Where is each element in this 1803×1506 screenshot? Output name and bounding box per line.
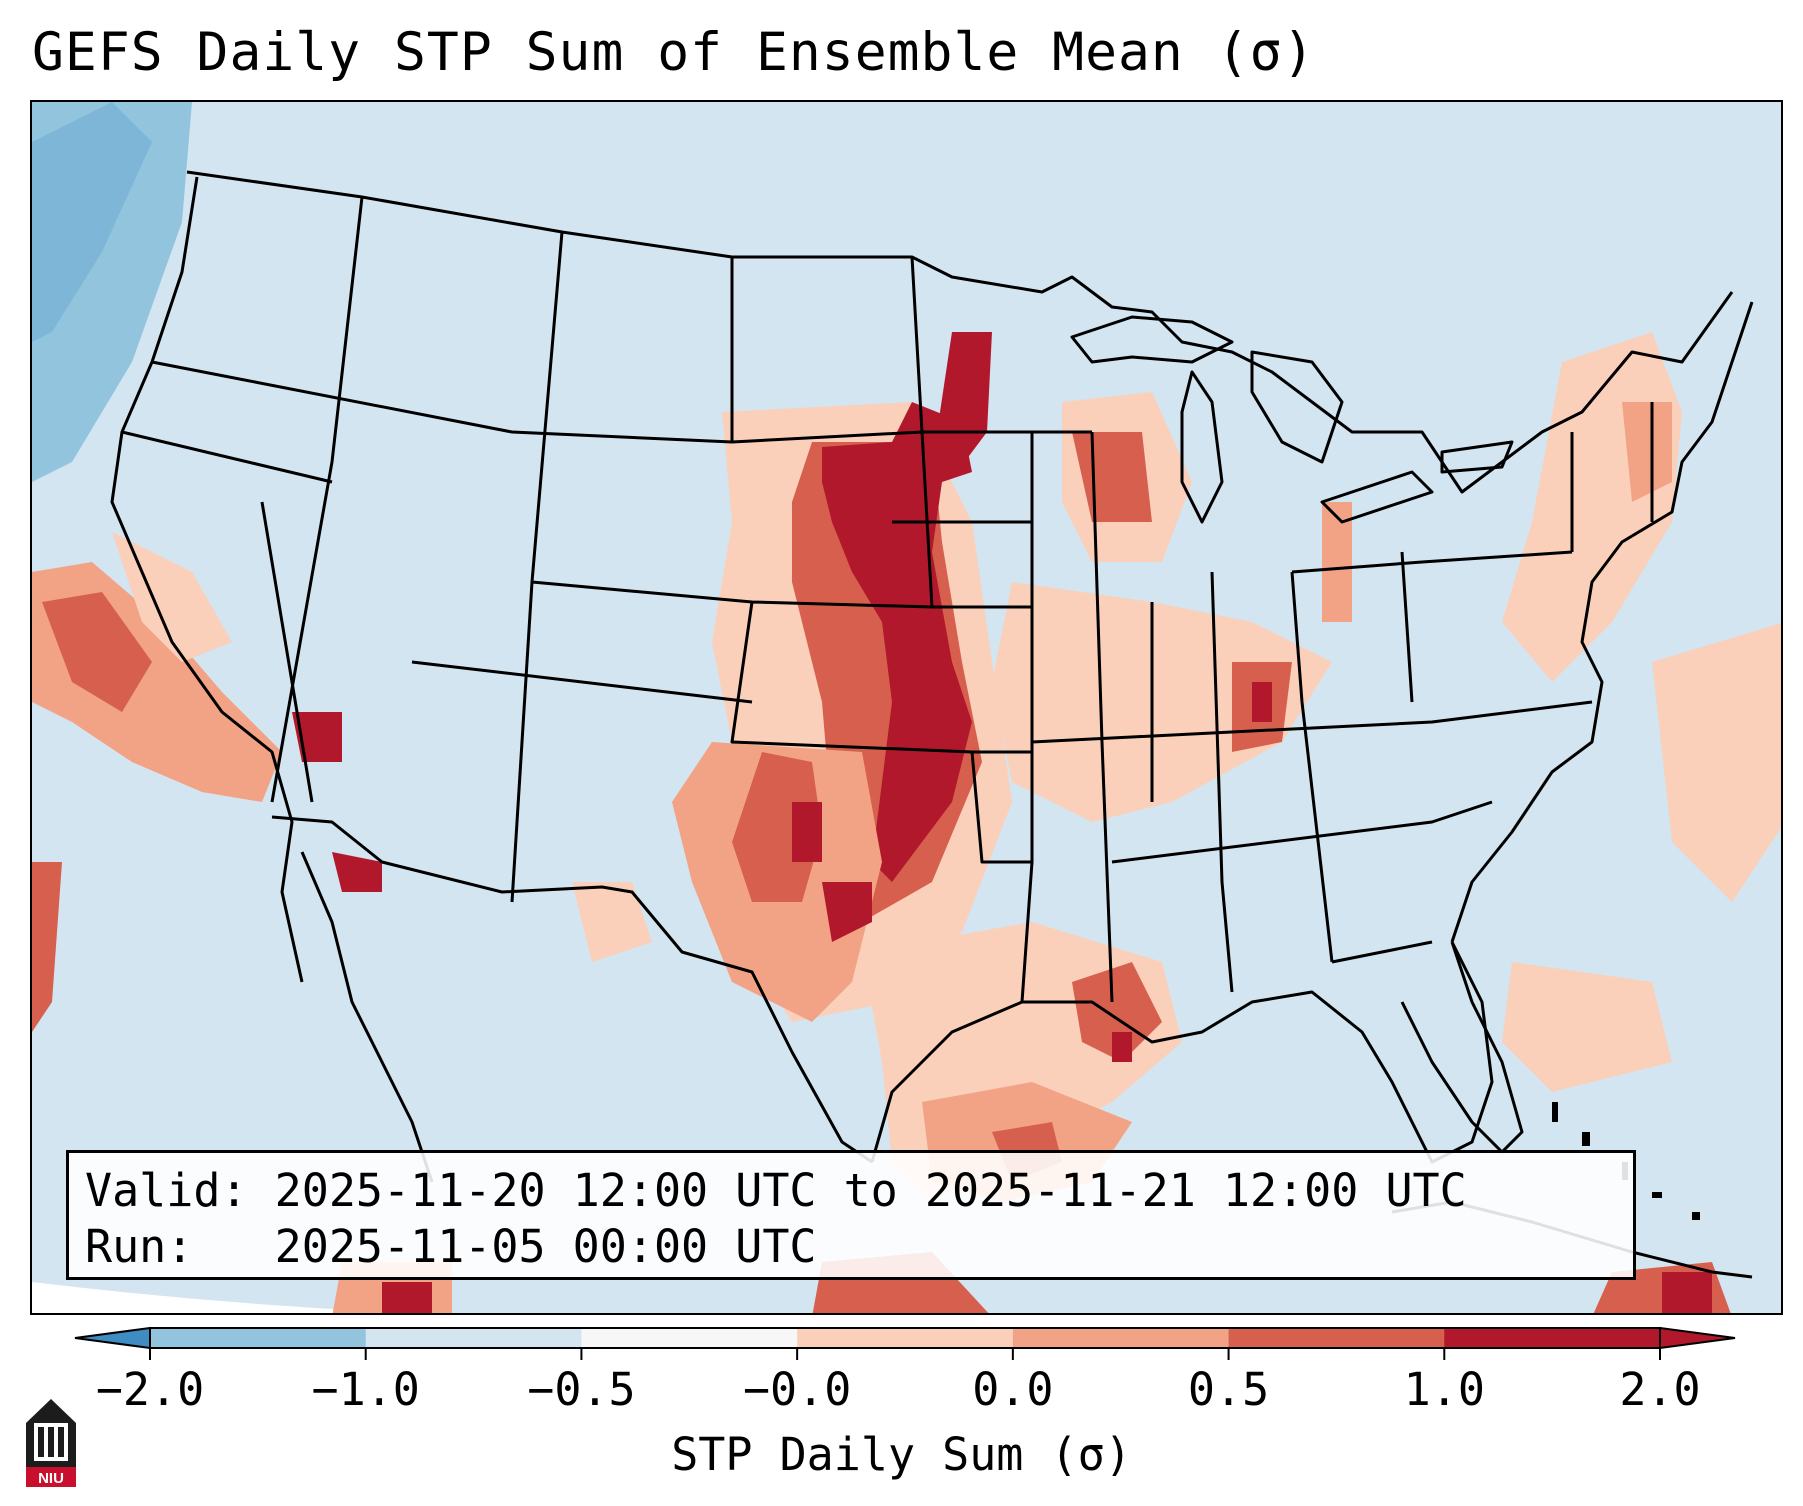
florida (1400, 941, 1524, 1154)
cell-mexico-pacific-max (382, 1282, 432, 1313)
baja-california (300, 851, 434, 1183)
cell-new-mexico (572, 882, 652, 962)
colorbar-segment (1228, 1328, 1445, 1348)
colorbar-tick-label: −0.5 (527, 1363, 636, 1416)
cell-sonora (332, 852, 382, 892)
cell-atlantic-broad (1652, 623, 1781, 902)
chart-title: GEFS Daily STP Sum of Ensemble Mean (σ) (32, 22, 1316, 83)
colorbar-tick-marks (149, 1348, 1661, 1360)
lake-huron (1250, 350, 1344, 464)
east-coast (1450, 301, 1754, 943)
cell-ca-coast (112, 532, 232, 662)
colorbar-tick-label: −0.0 (742, 1363, 852, 1416)
cell-cuba-max (1662, 1272, 1712, 1313)
colorbar-segment (1444, 1328, 1661, 1348)
colorbar-segment (150, 1328, 367, 1348)
lake-superior (1070, 315, 1234, 364)
colorbar-over-extension (1659, 1326, 1736, 1350)
colorbar (74, 1326, 1736, 1360)
colorbar-segment (581, 1328, 798, 1348)
cell-ne-moderate (1622, 402, 1672, 502)
colorbar-segment (365, 1328, 582, 1348)
cell-in-max (1252, 682, 1272, 722)
cell-la-coast (1072, 962, 1162, 1062)
cell-mi-strip (1322, 502, 1352, 622)
colorbar-tick-label: 1.0 (1403, 1363, 1485, 1416)
cell-midwest-broad (992, 582, 1332, 822)
map-panel (30, 100, 1783, 1315)
colorbar-tick-label: −1.0 (311, 1363, 420, 1416)
valid-run-info-box: Valid: 2025-11-20 12:00 UTC to 2025-11-2… (66, 1150, 1636, 1280)
boundaries (110, 170, 1754, 1279)
colorbar-segment (1012, 1328, 1230, 1348)
us-canada-border (186, 170, 1734, 494)
west-coast (110, 176, 304, 983)
state-lines (121, 196, 1654, 1003)
run-label: Run: (85, 1220, 194, 1273)
lake-michigan (1180, 370, 1224, 524)
cell-atlantic-south (1502, 962, 1672, 1092)
colorbar-tick-label: 0.5 (1187, 1363, 1270, 1416)
cell-ok-max (792, 802, 822, 862)
valid-label: Valid: (85, 1164, 248, 1217)
colorbar-tick-label: 2.0 (1619, 1363, 1701, 1416)
cell-la-max (1112, 1032, 1132, 1062)
colorbar-segments (74, 1326, 1736, 1350)
colorbar-outline (149, 1327, 1661, 1349)
colorbar-tick-label: 0.0 (972, 1363, 1054, 1416)
cell-ca-far-south (32, 862, 62, 1032)
colorbar-segment (797, 1328, 1014, 1348)
gulf-coast (870, 941, 1494, 1164)
cell-mn-strip (937, 332, 992, 472)
colorbar-under-extension (74, 1326, 151, 1350)
out-of-domain (32, 1282, 409, 1313)
lake-erie (1320, 470, 1434, 524)
colorbar-label: STP Daily Sum (σ) (671, 1428, 1132, 1481)
cell-tx-north (822, 882, 872, 942)
logo-text: NIU (38, 1470, 64, 1487)
valid-value: 2025-11-20 12:00 UTC to 2025-11-21 12:00… (274, 1164, 1467, 1217)
stp-map (32, 102, 1781, 1313)
run-value: 2025-11-05 00:00 UTC (274, 1220, 817, 1273)
us-mexico-border (271, 815, 873, 1164)
cell-ca-offshore-strong (42, 592, 152, 712)
niu-logo: NIU (26, 1399, 76, 1487)
pacific-strong-negative (32, 102, 152, 342)
cell-ok-tx-max (732, 752, 822, 902)
stp-anomaly-cells (32, 332, 1781, 1313)
colorbar-tick-label: −2.0 (95, 1363, 205, 1416)
lake-ontario (1440, 440, 1514, 474)
